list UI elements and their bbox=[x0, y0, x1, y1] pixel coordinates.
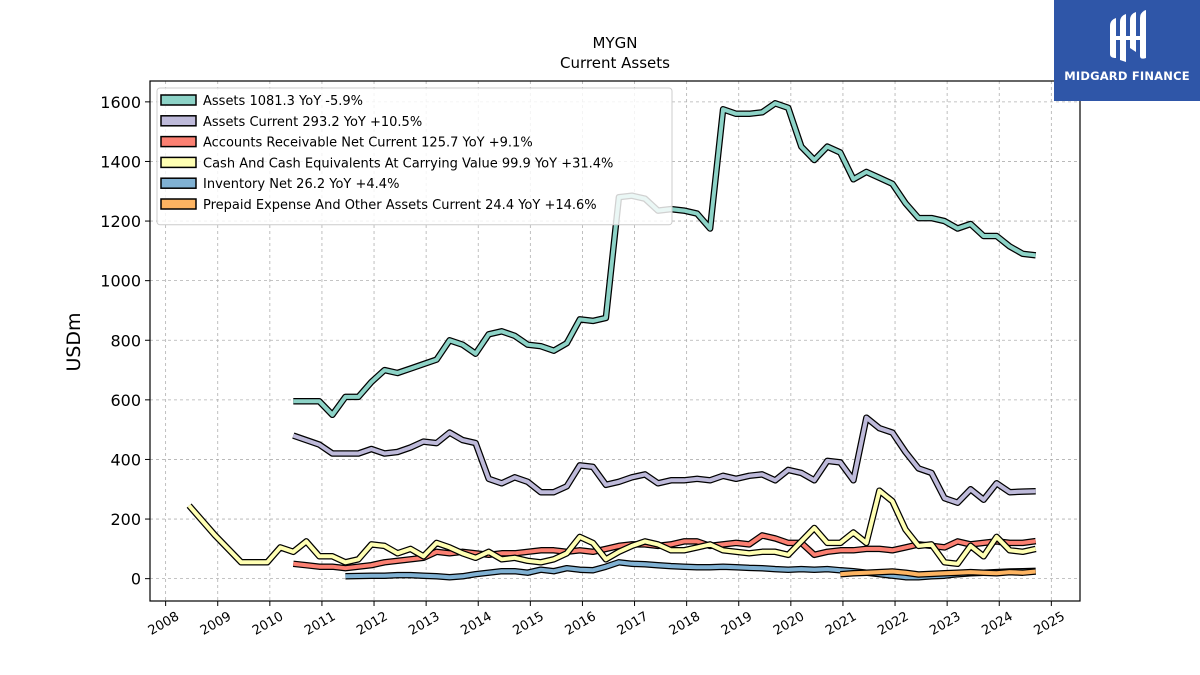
y-tick-label: 0 bbox=[131, 570, 141, 589]
x-tick-label: 2012 bbox=[354, 609, 390, 639]
x-tick-label: 2014 bbox=[458, 609, 494, 639]
legend-box bbox=[156, 87, 673, 226]
y-tick-label: 200 bbox=[110, 510, 141, 529]
logo-mark-icon bbox=[1110, 10, 1146, 62]
chart-subtitle: Current Assets bbox=[560, 54, 670, 72]
x-axis-ticks: 2008 2009 2010 2011 2012 2013 2014 2015 2016 2017… bbox=[146, 601, 1068, 639]
series-line-outline bbox=[292, 414, 1036, 506]
logo-text: MIDGARD FINANCE bbox=[1064, 69, 1190, 83]
legend-swatch bbox=[160, 135, 197, 148]
x-tick-label: 2019 bbox=[719, 609, 755, 639]
plot-area-frame bbox=[149, 80, 1081, 602]
x-tick-label: 2021 bbox=[823, 609, 859, 639]
legend: Assets 1081.3 YoY -5.9% Assets Current 29… bbox=[156, 87, 673, 226]
series-assets-current bbox=[292, 414, 1036, 506]
y-tick-label: 1600 bbox=[100, 93, 141, 112]
x-tick-label: 2017 bbox=[615, 609, 651, 639]
series-prepaid-expense-and-other-assets-current bbox=[840, 568, 1036, 578]
y-tick-label: 1400 bbox=[100, 152, 141, 171]
legend-entry: Assets 1081.3 YoY -5.9% bbox=[203, 94, 363, 109]
legend-swatch bbox=[160, 198, 197, 210]
legend-entry: Prepaid Expense And Other Assets Current… bbox=[203, 198, 597, 213]
x-tick-label: 2011 bbox=[302, 609, 338, 639]
x-tick-label: 2023 bbox=[927, 609, 963, 639]
legend-entry: Cash And Cash Equivalents At Carrying Va… bbox=[203, 156, 613, 171]
chart-title: MYGN bbox=[593, 34, 638, 52]
x-tick-label: 2025 bbox=[1032, 609, 1068, 639]
y-tick-label: 800 bbox=[110, 331, 141, 350]
x-tick-label: 2018 bbox=[667, 609, 703, 639]
y-tick-label: 1200 bbox=[100, 212, 141, 231]
y-tick-label: 1000 bbox=[100, 272, 141, 291]
x-tick-label: 2015 bbox=[511, 609, 547, 639]
legend-entry: Accounts Receivable Net Current 125.7 Yo… bbox=[203, 136, 533, 151]
legend-swatch bbox=[160, 156, 197, 169]
x-tick-label: 2010 bbox=[250, 609, 286, 639]
legend-entry: Assets Current 293.2 YoY +10.5% bbox=[203, 115, 422, 130]
y-axis-label: USDm bbox=[63, 312, 85, 371]
legend-swatch bbox=[160, 94, 197, 106]
legend-entry: Inventory Net 26.2 YoY +4.4% bbox=[203, 177, 399, 192]
series-line bbox=[292, 415, 1036, 505]
y-tick-label: 600 bbox=[110, 391, 141, 410]
x-tick-label: 2024 bbox=[979, 609, 1015, 639]
x-tick-label: 2020 bbox=[771, 609, 807, 639]
x-tick-label: 2013 bbox=[406, 609, 442, 639]
y-axis-ticks: 0 200 400 600 800 1000 1200 1400 1600 bbox=[100, 93, 150, 589]
series-line bbox=[187, 488, 1037, 566]
legend-swatch bbox=[160, 177, 197, 189]
x-tick-label: 2008 bbox=[146, 609, 182, 639]
series-cash-and-cash-equivalents-at-carrying-value bbox=[186, 487, 1037, 568]
x-tick-label: 2016 bbox=[563, 609, 599, 639]
legend-swatch bbox=[160, 115, 197, 127]
midgard-finance-logo: MIDGARD FINANCE bbox=[1054, 0, 1200, 101]
x-tick-label: 2009 bbox=[198, 609, 234, 639]
x-tick-label: 2022 bbox=[875, 609, 911, 639]
series-line bbox=[840, 569, 1036, 577]
y-tick-label: 400 bbox=[110, 450, 141, 469]
